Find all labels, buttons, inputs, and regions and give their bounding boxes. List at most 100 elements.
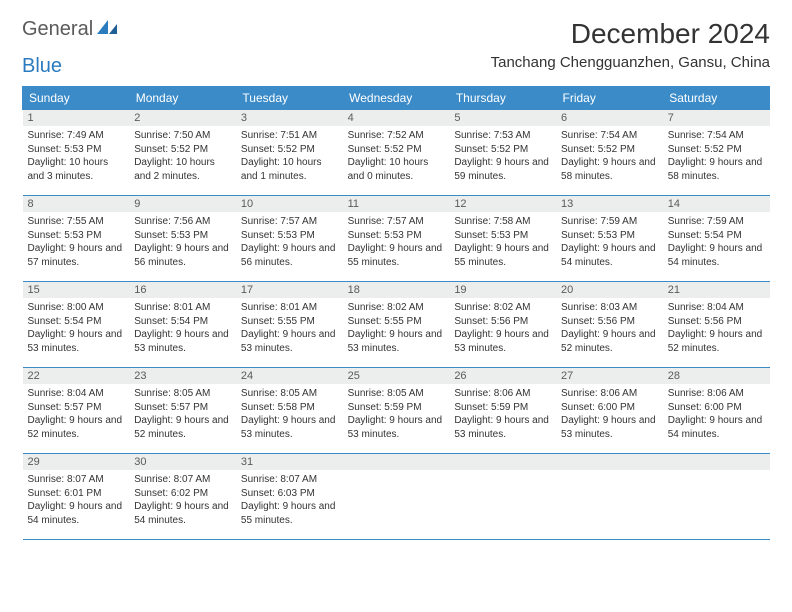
day-number: 14 — [663, 196, 770, 212]
calendar-day-cell: 14Sunrise: 7:59 AMSunset: 5:54 PMDayligh… — [663, 196, 770, 282]
sunset-text: Sunset: 5:52 PM — [134, 143, 231, 157]
day-number: 17 — [236, 282, 343, 298]
day-details: Sunrise: 7:56 AMSunset: 5:53 PMDaylight:… — [129, 212, 236, 273]
calendar-day-cell — [449, 454, 556, 540]
sunrise-text: Sunrise: 8:05 AM — [241, 387, 338, 401]
sunrise-text: Sunrise: 8:04 AM — [28, 387, 125, 401]
calendar-day-cell: 10Sunrise: 7:57 AMSunset: 5:53 PMDayligh… — [236, 196, 343, 282]
sunset-text: Sunset: 5:55 PM — [241, 315, 338, 329]
calendar-day-cell: 18Sunrise: 8:02 AMSunset: 5:55 PMDayligh… — [343, 282, 450, 368]
sunset-text: Sunset: 5:58 PM — [241, 401, 338, 415]
calendar-day-cell — [663, 454, 770, 540]
logo-sail-icon — [97, 19, 119, 40]
sunset-text: Sunset: 5:53 PM — [241, 229, 338, 243]
sunset-text: Sunset: 5:53 PM — [134, 229, 231, 243]
daylight-text: Daylight: 9 hours and 53 minutes. — [454, 328, 551, 355]
calendar-day-cell: 25Sunrise: 8:05 AMSunset: 5:59 PMDayligh… — [343, 368, 450, 454]
daylight-text: Daylight: 9 hours and 58 minutes. — [561, 156, 658, 183]
sunrise-text: Sunrise: 8:06 AM — [561, 387, 658, 401]
sunset-text: Sunset: 5:52 PM — [561, 143, 658, 157]
day-number: 22 — [23, 368, 130, 384]
day-number-empty — [556, 454, 663, 470]
day-number: 29 — [23, 454, 130, 470]
day-number-empty — [343, 454, 450, 470]
sunset-text: Sunset: 6:03 PM — [241, 487, 338, 501]
daylight-text: Daylight: 9 hours and 52 minutes. — [668, 328, 765, 355]
sunset-text: Sunset: 5:53 PM — [561, 229, 658, 243]
day-details: Sunrise: 8:01 AMSunset: 5:55 PMDaylight:… — [236, 298, 343, 359]
sunset-text: Sunset: 5:54 PM — [134, 315, 231, 329]
sunrise-text: Sunrise: 8:05 AM — [134, 387, 231, 401]
weekday-header: Thursday — [449, 87, 556, 110]
logo-text-blue: Blue — [22, 55, 62, 78]
daylight-text: Daylight: 9 hours and 56 minutes. — [241, 242, 338, 269]
day-details: Sunrise: 8:05 AMSunset: 5:57 PMDaylight:… — [129, 384, 236, 445]
day-details: Sunrise: 8:02 AMSunset: 5:55 PMDaylight:… — [343, 298, 450, 359]
day-number: 12 — [449, 196, 556, 212]
day-details: Sunrise: 7:51 AMSunset: 5:52 PMDaylight:… — [236, 126, 343, 187]
calendar-day-cell: 28Sunrise: 8:06 AMSunset: 6:00 PMDayligh… — [663, 368, 770, 454]
day-number: 5 — [449, 110, 556, 126]
calendar-day-cell: 4Sunrise: 7:52 AMSunset: 5:52 PMDaylight… — [343, 110, 450, 196]
calendar-day-cell: 21Sunrise: 8:04 AMSunset: 5:56 PMDayligh… — [663, 282, 770, 368]
daylight-text: Daylight: 9 hours and 52 minutes. — [134, 414, 231, 441]
daylight-text: Daylight: 9 hours and 54 minutes. — [134, 500, 231, 527]
sunset-text: Sunset: 5:53 PM — [28, 143, 125, 157]
day-number: 2 — [129, 110, 236, 126]
sunset-text: Sunset: 5:57 PM — [28, 401, 125, 415]
day-details: Sunrise: 7:52 AMSunset: 5:52 PMDaylight:… — [343, 126, 450, 187]
calendar-day-cell: 2Sunrise: 7:50 AMSunset: 5:52 PMDaylight… — [129, 110, 236, 196]
calendar-day-cell: 22Sunrise: 8:04 AMSunset: 5:57 PMDayligh… — [23, 368, 130, 454]
sunset-text: Sunset: 6:01 PM — [28, 487, 125, 501]
calendar-day-cell: 17Sunrise: 8:01 AMSunset: 5:55 PMDayligh… — [236, 282, 343, 368]
daylight-text: Daylight: 9 hours and 53 minutes. — [348, 414, 445, 441]
day-number: 16 — [129, 282, 236, 298]
daylight-text: Daylight: 9 hours and 54 minutes. — [28, 500, 125, 527]
sunrise-text: Sunrise: 7:51 AM — [241, 129, 338, 143]
calendar-day-cell: 6Sunrise: 7:54 AMSunset: 5:52 PMDaylight… — [556, 110, 663, 196]
sunrise-text: Sunrise: 8:06 AM — [454, 387, 551, 401]
calendar-day-cell: 15Sunrise: 8:00 AMSunset: 5:54 PMDayligh… — [23, 282, 130, 368]
sunrise-text: Sunrise: 7:53 AM — [454, 129, 551, 143]
daylight-text: Daylight: 10 hours and 1 minutes. — [241, 156, 338, 183]
day-details: Sunrise: 8:04 AMSunset: 5:56 PMDaylight:… — [663, 298, 770, 359]
calendar-day-cell: 19Sunrise: 8:02 AMSunset: 5:56 PMDayligh… — [449, 282, 556, 368]
sunrise-text: Sunrise: 8:06 AM — [668, 387, 765, 401]
daylight-text: Daylight: 9 hours and 54 minutes. — [668, 414, 765, 441]
day-number: 31 — [236, 454, 343, 470]
day-number: 18 — [343, 282, 450, 298]
sunrise-text: Sunrise: 8:05 AM — [348, 387, 445, 401]
sunrise-text: Sunrise: 8:07 AM — [241, 473, 338, 487]
logo: General — [22, 18, 119, 41]
day-details: Sunrise: 8:05 AMSunset: 5:58 PMDaylight:… — [236, 384, 343, 445]
sunset-text: Sunset: 5:52 PM — [348, 143, 445, 157]
sunrise-text: Sunrise: 7:57 AM — [348, 215, 445, 229]
daylight-text: Daylight: 9 hours and 53 minutes. — [241, 414, 338, 441]
day-details: Sunrise: 7:57 AMSunset: 5:53 PMDaylight:… — [343, 212, 450, 273]
sunset-text: Sunset: 6:02 PM — [134, 487, 231, 501]
sunrise-text: Sunrise: 8:07 AM — [134, 473, 231, 487]
calendar-day-cell: 8Sunrise: 7:55 AMSunset: 5:53 PMDaylight… — [23, 196, 130, 282]
day-number: 4 — [343, 110, 450, 126]
sunset-text: Sunset: 5:54 PM — [28, 315, 125, 329]
daylight-text: Daylight: 9 hours and 54 minutes. — [561, 242, 658, 269]
calendar-day-cell: 5Sunrise: 7:53 AMSunset: 5:52 PMDaylight… — [449, 110, 556, 196]
calendar-day-cell: 30Sunrise: 8:07 AMSunset: 6:02 PMDayligh… — [129, 454, 236, 540]
day-number: 19 — [449, 282, 556, 298]
sunset-text: Sunset: 5:53 PM — [348, 229, 445, 243]
day-number: 1 — [23, 110, 130, 126]
day-details: Sunrise: 8:02 AMSunset: 5:56 PMDaylight:… — [449, 298, 556, 359]
weekday-header: Friday — [556, 87, 663, 110]
logo-text-general: General — [22, 18, 93, 41]
day-details: Sunrise: 8:05 AMSunset: 5:59 PMDaylight:… — [343, 384, 450, 445]
day-number-empty — [449, 454, 556, 470]
daylight-text: Daylight: 9 hours and 53 minutes. — [561, 414, 658, 441]
sunrise-text: Sunrise: 8:00 AM — [28, 301, 125, 315]
day-number: 10 — [236, 196, 343, 212]
day-number: 23 — [129, 368, 236, 384]
day-number: 24 — [236, 368, 343, 384]
day-details: Sunrise: 8:06 AMSunset: 6:00 PMDaylight:… — [663, 384, 770, 445]
sunrise-text: Sunrise: 7:55 AM — [28, 215, 125, 229]
calendar-day-cell: 11Sunrise: 7:57 AMSunset: 5:53 PMDayligh… — [343, 196, 450, 282]
sunrise-text: Sunrise: 7:59 AM — [668, 215, 765, 229]
